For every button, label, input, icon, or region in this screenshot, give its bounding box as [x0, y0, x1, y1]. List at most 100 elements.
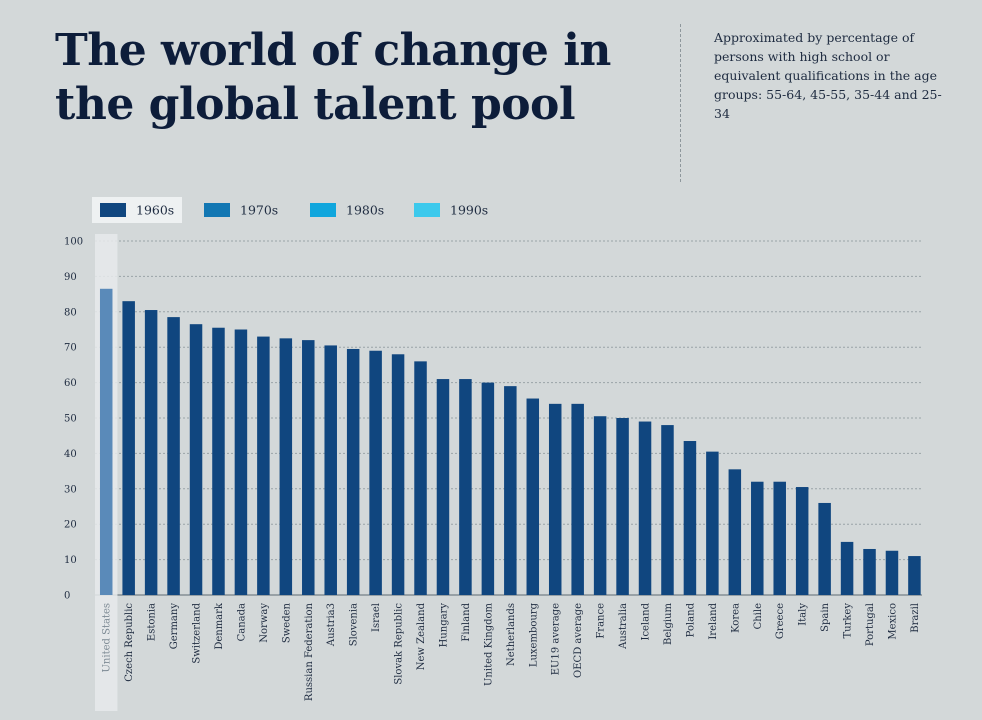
bar-slovak-republic	[391, 354, 405, 595]
bar-czech-republic	[122, 301, 135, 595]
bar-finland	[459, 379, 472, 595]
bar-ireland	[706, 451, 719, 595]
bar-france	[593, 416, 607, 595]
bar-australia	[616, 418, 629, 595]
chart-legend: 1960s 1970s 1980s 1990s	[92, 197, 488, 223]
bar-russian-federation	[302, 340, 315, 595]
x-tick-label: United Kingdom	[483, 602, 494, 686]
x-tick-label: Hungary	[438, 603, 449, 648]
x-tick-label: Canada	[236, 603, 247, 641]
x-tick-label: Portugal	[865, 603, 876, 646]
x-tick-label: Denmark	[214, 602, 225, 650]
y-tick-label: 90	[64, 272, 77, 283]
bar-poland	[683, 441, 697, 595]
x-tick-label: Chile	[753, 603, 764, 629]
x-tick-label: Mexico	[887, 603, 898, 640]
y-tick-label: 80	[64, 307, 77, 318]
bar-portugal	[863, 548, 876, 595]
chart-bars	[95, 234, 921, 711]
bar-luxembourg	[526, 398, 540, 595]
x-tick-label: France	[596, 603, 607, 639]
legend-label-1970s: 1970s	[240, 203, 278, 218]
y-tick-label: 20	[64, 520, 77, 531]
y-tick-label: 30	[64, 484, 77, 495]
x-tick-label: Poland	[685, 602, 696, 637]
x-tick-label: Austria3	[326, 603, 337, 647]
y-tick-label: 60	[64, 378, 77, 389]
bar-chile	[751, 481, 764, 595]
x-tick-label: Ireland	[708, 602, 719, 639]
bar-oecd-average	[571, 403, 584, 595]
bar-germany	[167, 317, 180, 595]
x-tick-label: Greece	[775, 603, 786, 639]
bar-united-states	[99, 288, 113, 595]
bar-korea	[728, 469, 742, 595]
x-tick-label: EU19 average	[551, 603, 562, 675]
y-tick-label: 10	[64, 555, 77, 566]
legend-label-1980s: 1980s	[346, 203, 384, 218]
x-tick-label: Spain	[820, 602, 831, 631]
bar-israel	[369, 350, 382, 595]
bar-brazil	[908, 556, 921, 595]
x-tick-label: Norway	[259, 603, 270, 643]
bar-slovenia	[346, 348, 360, 595]
bar-switzerland	[189, 324, 203, 595]
bar-iceland	[638, 421, 652, 595]
x-tick-label: Slovenia	[349, 603, 360, 646]
x-tick-label: Turkey	[843, 603, 854, 639]
x-tick-label: Czech Republic	[124, 603, 135, 682]
x-tick-label: Netherlands	[506, 603, 517, 666]
y-tick-label: 40	[64, 449, 77, 460]
x-tick-label: Switzerland	[192, 602, 203, 663]
x-tick-label: Iceland	[641, 602, 652, 640]
y-tick-label: 0	[64, 591, 70, 602]
bar-sweden	[279, 338, 293, 595]
legend-swatch-1980s	[310, 203, 336, 217]
legend-label-1960s: 1960s	[136, 203, 174, 218]
y-tick-label: 70	[64, 343, 77, 354]
bar-canada	[234, 329, 248, 595]
bar-hungary	[436, 379, 450, 595]
bar-italy	[795, 487, 809, 595]
y-tick-label: 50	[64, 414, 77, 425]
x-tick-label: Slovak Republic	[394, 603, 405, 685]
bar-estonia	[144, 310, 158, 595]
x-tick-label: OECD average	[573, 603, 584, 678]
x-tick-label: Finland	[461, 602, 472, 641]
bar-denmark	[212, 327, 225, 595]
x-tick-label: Australia	[618, 603, 629, 650]
x-tick-label: Italy	[798, 603, 809, 626]
bar-norway	[257, 336, 270, 595]
header-divider	[680, 24, 681, 182]
bar-belgium	[661, 425, 674, 595]
x-axis: United States Czech Republic Estonia German…	[102, 602, 921, 701]
x-tick-label: Luxembourg	[528, 602, 539, 667]
bar-netherlands	[504, 386, 517, 595]
bar-united-kingdom	[481, 382, 495, 595]
bar-eu19-average	[548, 403, 562, 595]
y-tick-label: 100	[64, 237, 83, 248]
x-tick-label: Korea	[730, 603, 741, 633]
bar-mexico	[885, 550, 899, 595]
x-tick-label: New Zealand	[416, 602, 427, 670]
bar-new-zealand	[414, 361, 427, 595]
page-title: The world of change in the global talent…	[55, 25, 611, 130]
x-tick-label: Brazil	[910, 603, 921, 633]
x-tick-label: Sweden	[281, 602, 292, 643]
x-tick-label: Israel	[371, 603, 382, 632]
x-tick-label: Belgium	[663, 602, 674, 645]
x-tick-label: Russian Federation	[304, 602, 315, 701]
legend-swatch-1960s	[100, 203, 126, 217]
x-tick-label: Germany	[169, 603, 180, 650]
chart-subtitle: Approximated by percentage of persons wi…	[714, 30, 942, 121]
legend-swatch-1970s	[204, 203, 230, 217]
bar-spain	[818, 502, 831, 595]
bar-greece	[773, 481, 786, 595]
bar-turkey	[840, 541, 854, 595]
legend-swatch-1990s	[414, 203, 440, 217]
legend-label-1990s: 1990s	[450, 203, 488, 218]
bar-austria3	[324, 345, 337, 595]
x-tick-label: Estonia	[147, 603, 158, 641]
x-tick-label: United States	[102, 603, 113, 672]
